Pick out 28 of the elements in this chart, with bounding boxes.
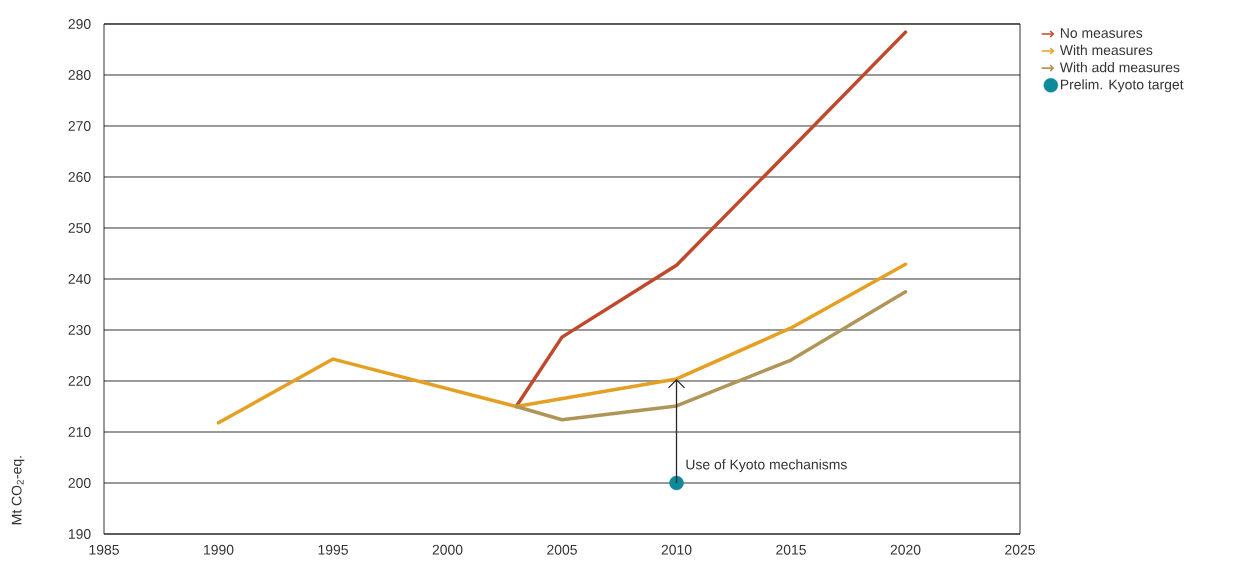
- annotation: Use of Kyoto mechanisms: [686, 459, 847, 473]
- x-tick-label: 1995: [318, 544, 348, 555]
- x-tick-label: 2010: [661, 544, 692, 555]
- line-series: [514, 290, 908, 422]
- y-tick-label: 250: [68, 223, 91, 233]
- legend-label: With measures: [1059, 44, 1153, 56]
- y-tick-label: 240: [68, 274, 91, 284]
- line-series: [216, 262, 908, 425]
- y-axis-title: Mt CO$_{2}$-eq.: [11, 456, 25, 525]
- x-tick-label: 2005: [547, 544, 577, 555]
- y-tick-label: 210: [68, 427, 91, 437]
- legend-label: Prelim. Kyoto target: [1060, 79, 1184, 93]
- y-tick-label: 270: [68, 121, 91, 131]
- x-tick-label: 2015: [776, 544, 806, 555]
- y-tick-label: 220: [68, 376, 91, 386]
- x-tick-label: 1990: [204, 544, 234, 555]
- y-tick-label: 230: [68, 325, 91, 335]
- y-tick-label: 200: [68, 478, 91, 488]
- legend-label: No measures: [1060, 28, 1143, 38]
- y-tick-label: 190: [68, 529, 91, 539]
- legend-label: With add measures: [1059, 62, 1180, 73]
- x-tick-label: 2020: [890, 544, 921, 555]
- x-tick-label: 1985: [89, 544, 119, 555]
- y-tick-label: 260: [68, 172, 91, 182]
- x-tick-label: 2025: [1005, 544, 1035, 555]
- y-tick-label: 280: [68, 70, 91, 80]
- x-tick-label: 2000: [432, 544, 463, 555]
- y-tick-label: 290: [68, 19, 91, 29]
